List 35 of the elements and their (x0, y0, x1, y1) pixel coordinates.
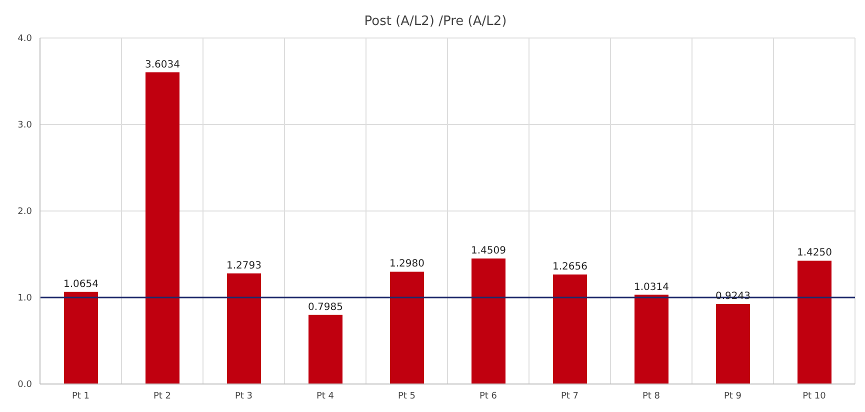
y-tick-label: 0.0 (18, 380, 32, 390)
data-label: 1.4250 (797, 248, 832, 259)
data-label: 1.2793 (226, 260, 262, 272)
y-tick-label: 3.0 (18, 120, 32, 131)
x-tick-label: Pt 8 (642, 391, 660, 402)
bar (716, 304, 750, 384)
bar (472, 258, 506, 384)
x-tick-label: Pt 1 (72, 391, 90, 402)
data-label: 0.7985 (308, 302, 343, 313)
y-tick-label: 2.0 (18, 207, 32, 218)
bar (798, 260, 832, 384)
x-tick-label: Pt 7 (560, 391, 579, 402)
y-tick-label: 4.0 (18, 34, 32, 44)
bar (634, 294, 668, 384)
data-label: 1.0314 (634, 282, 669, 293)
chart-title: Post (A/L2) /Pre (A/L2) (363, 14, 508, 29)
x-tick-label: Pt 9 (724, 391, 742, 402)
x-tick-label: Pt 4 (316, 391, 334, 402)
x-tick-label: Pt 10 (802, 391, 826, 402)
data-label: 3.6034 (145, 59, 180, 70)
x-tick-label: Pt 2 (153, 391, 172, 402)
y-tick-label: 1.0 (18, 294, 32, 304)
data-label: 1.4509 (471, 245, 506, 256)
data-label: 1.2980 (390, 258, 424, 270)
bar (64, 292, 98, 384)
bar (553, 274, 587, 384)
bar (390, 272, 424, 384)
x-tick-label: Pt 3 (234, 391, 253, 402)
data-label: 1.2656 (552, 262, 588, 273)
bar (146, 72, 180, 384)
x-tick-label: Pt 6 (479, 391, 498, 402)
data-label: 1.0654 (64, 278, 98, 290)
x-tick-label: Pt 5 (398, 391, 416, 402)
bar (308, 314, 342, 384)
bar (227, 273, 261, 384)
